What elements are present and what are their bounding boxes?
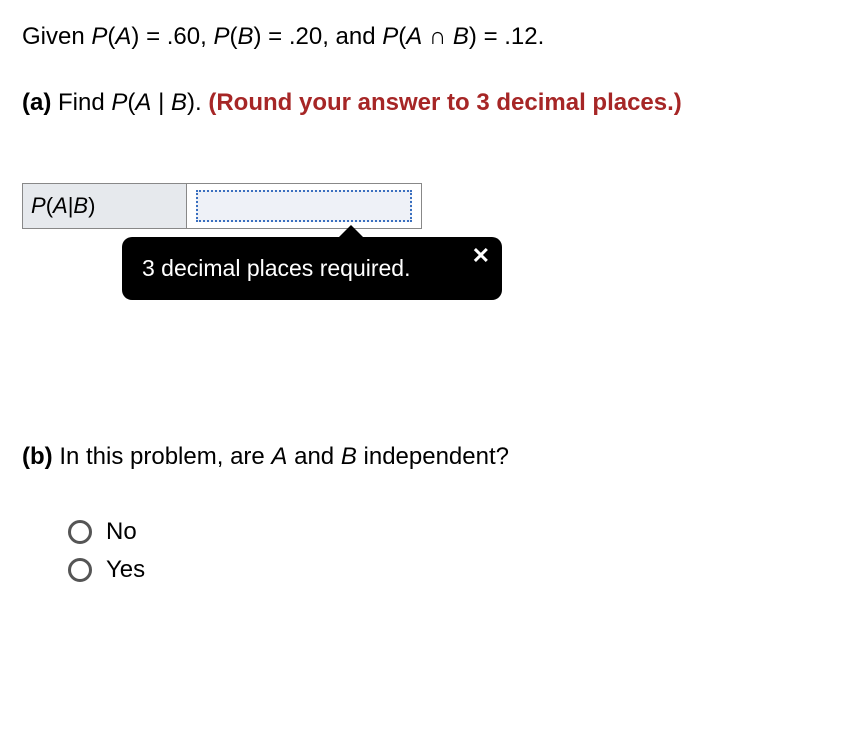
intro-pa-p: P (91, 23, 107, 50)
part-a-hint: (Round your answer to 3 decimal places.) (202, 89, 682, 116)
intro-pab-b: B (453, 23, 469, 50)
part-a-find: Find (51, 89, 111, 116)
intro-pa-arg: A (115, 23, 131, 50)
tooltip-text: 3 decimal places required. (142, 255, 410, 281)
part-a-b: B (171, 89, 187, 116)
intro-prefix: Given (22, 23, 91, 50)
part-a-a: A (135, 89, 151, 116)
part-b-b: B (341, 443, 357, 470)
part-b-prompt: (b) In this problem, are A and B indepen… (22, 440, 836, 474)
radio-label-no: No (106, 518, 137, 546)
part-a-close: ). (187, 89, 202, 116)
answer-row: P(A | B) (22, 183, 422, 229)
part-a-prompt: (a) Find P(A | B). (Round your answer to… (22, 86, 836, 120)
intro-pb-arg: B (237, 23, 253, 50)
answer-input-cell (187, 184, 421, 228)
part-a-bar: | (151, 89, 171, 116)
part-b-label: (b) (22, 443, 53, 470)
answer-label-b: B (73, 193, 88, 219)
intro-pab-close: ) (469, 23, 477, 50)
part-b-and: and (287, 443, 340, 470)
radio-circle-icon[interactable] (68, 520, 92, 544)
tooltip: 3 decimal places required. ✕ (122, 237, 502, 300)
part-a-label: (a) (22, 89, 51, 116)
answer-label-cell: P(A | B) (23, 184, 187, 228)
intro-pab-p: P (382, 23, 398, 50)
tooltip-wrap: 3 decimal places required. ✕ (122, 237, 502, 300)
answer-label-p: P (31, 193, 46, 219)
intro-cap: ∩ (422, 23, 453, 50)
radio-item-no[interactable]: No (68, 518, 836, 546)
close-icon[interactable]: ✕ (472, 245, 490, 267)
intro-eq1: = .60, (139, 23, 213, 50)
answer-label-open: ( (46, 193, 53, 219)
intro-pab-a: A (406, 23, 422, 50)
answer-label-a: A (53, 193, 68, 219)
part-a-p: P (111, 89, 127, 116)
intro-pb-close: ) (254, 23, 262, 50)
intro-pb-p: P (213, 23, 229, 50)
radio-label-yes: Yes (106, 556, 145, 584)
part-b-a: A (271, 443, 287, 470)
answer-label-close: ) (88, 193, 95, 219)
radio-circle-icon[interactable] (68, 558, 92, 582)
intro-eq3: = .12. (477, 23, 544, 50)
radio-item-yes[interactable]: Yes (68, 556, 836, 584)
intro-eq2: = .20, and (262, 23, 383, 50)
part-b-text1: In this problem, are (53, 443, 272, 470)
part-b-text2: independent? (357, 443, 509, 470)
question-intro: Given P(A) = .60, P(B) = .20, and P(A ∩ … (22, 20, 836, 54)
answer-input[interactable] (196, 190, 413, 222)
radio-group: No Yes (68, 518, 836, 584)
